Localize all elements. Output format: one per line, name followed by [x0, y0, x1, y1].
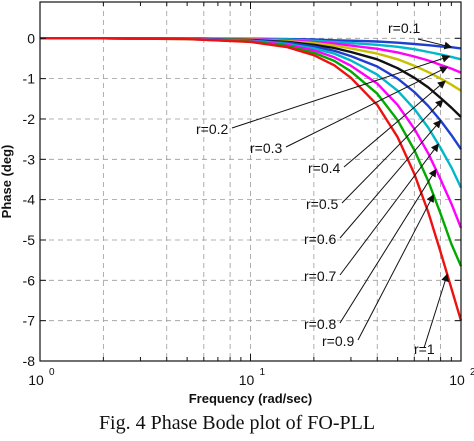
series-annotation-label: r=0.6 — [304, 231, 337, 247]
annotation-arrow — [341, 99, 444, 204]
x-tick-label: 10 — [28, 372, 44, 388]
y-tick-label: -4 — [23, 192, 36, 208]
series-annotation-label: r=0.7 — [304, 268, 337, 284]
series-annotation-label: r=0.5 — [306, 196, 339, 212]
series-lines — [40, 37, 463, 322]
annotation-arrow — [339, 119, 442, 239]
x-tick-exponent: 1 — [260, 367, 266, 378]
series-line — [40, 37, 463, 322]
series-annotation-label: r=0.3 — [250, 140, 283, 156]
series-annotation-label: r=0.9 — [322, 333, 355, 349]
annotation-arrow — [339, 168, 437, 324]
y-tick-label: -6 — [23, 272, 36, 288]
figure-caption: Fig. 4 Phase Bode plot of FO-PLL — [98, 412, 376, 434]
x-tick-label: 10 — [239, 372, 255, 388]
annotation-arrow — [423, 273, 449, 349]
grid — [40, 2, 461, 362]
annotations: r=0.1 r=0.2 r=0.3 r=0.4 r=0.5 r=0.6 r=0.7 r=0.8… — [196, 20, 453, 357]
y-tick-label: -1 — [23, 71, 36, 87]
y-tick-label: 0 — [27, 30, 35, 46]
annotation-arrow — [231, 54, 451, 129]
y-tick-label: -5 — [23, 232, 36, 248]
series-annotation-label: r=0.8 — [304, 316, 337, 332]
y-tick-label: -8 — [23, 353, 36, 369]
y-tick-label: -2 — [23, 111, 36, 127]
series-annotation-label: r=0.4 — [308, 160, 341, 176]
series-annotation-label: r=0.2 — [196, 121, 229, 137]
x-tick-label: 10 — [449, 372, 465, 388]
series-annotation-label: r=1 — [414, 341, 435, 357]
plot-frame — [39, 1, 462, 362]
annotation-arrow — [285, 66, 449, 148]
series-annotation-label: r=0.1 — [388, 20, 421, 36]
tick-labels: 0 -1 -2 -3 -4 -5 -6 -7 -8 10 0 10 1 10 2 — [23, 30, 474, 388]
annotation-arrow — [339, 143, 439, 276]
x-tick-exponent: 2 — [470, 367, 474, 378]
x-tick-exponent: 0 — [49, 367, 55, 378]
annotation-arrow — [357, 194, 434, 341]
annotation-arrow — [417, 38, 453, 50]
y-tick-label: -7 — [23, 313, 36, 329]
y-tick-label: -3 — [23, 151, 36, 167]
axes-box — [39, 1, 462, 362]
phase-bode-chart: 0-1-2-3-4-5-6-7-810 0 10 1 10 2 r=0.1r=0.2r=0… — [0, 1, 474, 406]
x-axis-label: Frequency (rad/sec) — [189, 391, 313, 406]
y-axis-label: Phase (deg) — [0, 145, 14, 219]
annotation-arrow — [343, 80, 446, 168]
